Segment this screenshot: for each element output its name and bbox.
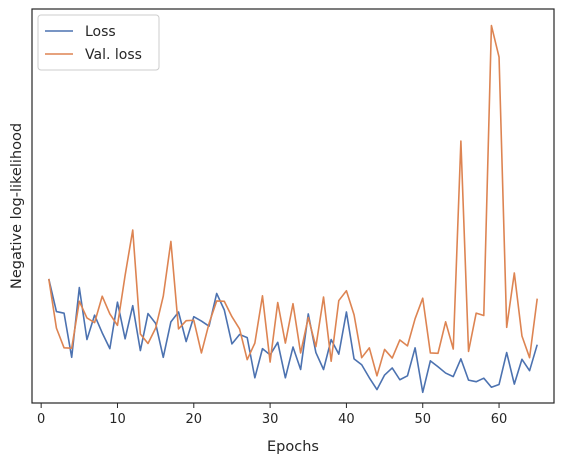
y-axis-label: Negative log-likelihood	[9, 123, 25, 289]
legend-label-loss: Loss	[85, 24, 116, 40]
x-tick-label: 20	[186, 412, 203, 427]
legend-box	[37, 14, 160, 71]
x-tick-label: 40	[338, 412, 355, 427]
legend-label-val-loss: Val. loss	[85, 47, 142, 63]
x-axis-label: Epochs	[267, 439, 319, 455]
x-tick-label: 0	[37, 412, 45, 427]
x-tick-label: 50	[414, 412, 431, 427]
plot-frame	[31, 8, 555, 404]
x-tick-label: 30	[262, 412, 279, 427]
x-tick-label: 60	[491, 412, 508, 427]
x-axis-ticks: 0 10 20 30 40 50 60	[37, 403, 507, 427]
series-line-loss	[48, 278, 538, 394]
x-tick-label: 10	[109, 412, 126, 427]
series-line-val-loss	[47, 24, 539, 377]
plot-lines	[47, 24, 539, 394]
legend: Loss Val. loss	[37, 14, 160, 71]
